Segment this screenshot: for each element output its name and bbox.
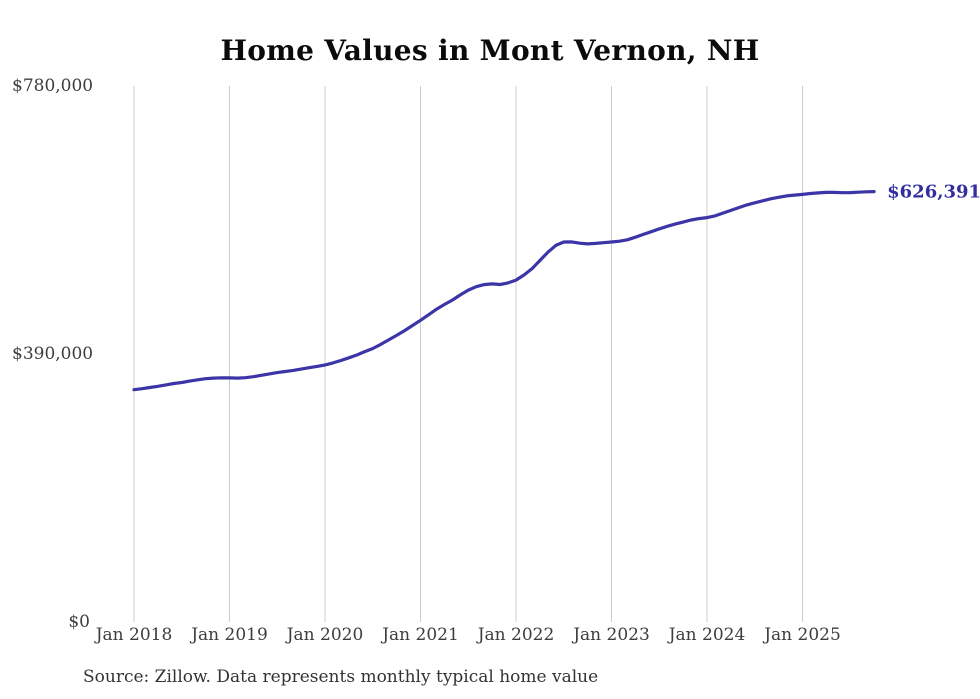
x-tick-label: Jan 2025 [764, 625, 841, 645]
x-tick-label: Jan 2021 [382, 625, 459, 645]
y-tick-label: $0 [68, 612, 90, 632]
source-note: Source: Zillow. Data represents monthly … [83, 667, 599, 687]
x-tick-label: Jan 2022 [477, 625, 555, 645]
y-tick-label: $390,000 [12, 344, 94, 364]
x-tick-label: Jan 2023 [573, 625, 650, 645]
chart-title: Home Values in Mont Vernon, NH [220, 34, 760, 67]
y-tick-label: $780,000 [12, 76, 94, 96]
latest-value-label: $626,391 [887, 181, 980, 203]
x-tick-label: Jan 2020 [286, 625, 364, 645]
x-tick-label: Jan 2018 [95, 625, 173, 645]
x-tick-label: Jan 2019 [191, 625, 268, 645]
home-value-line [132, 190, 876, 392]
x-tick-label: Jan 2024 [668, 625, 746, 645]
